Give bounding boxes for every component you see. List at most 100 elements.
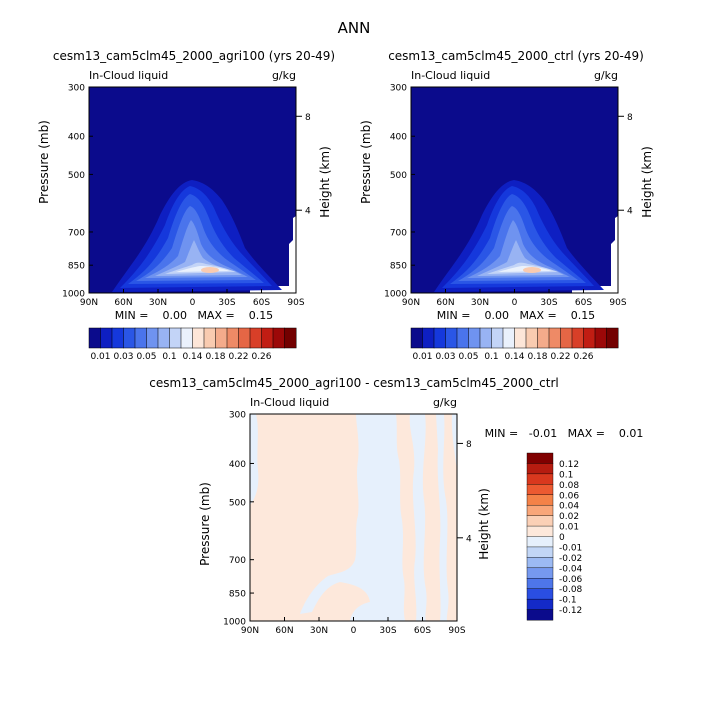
colorbar-label: 0.03 [113, 352, 133, 362]
colorbar-swatch [111, 327, 124, 349]
colorbar-diff-label: -0.02 [559, 554, 582, 564]
colorbar-swatch [583, 327, 596, 349]
panel-diff-neg-region-edge [451, 414, 457, 470]
panel-ctrl-field-max [523, 267, 541, 273]
figure-title: ANN [338, 19, 371, 37]
panel-ctrl-xtick-label: 90N [402, 298, 420, 308]
panel-ctrl-ytick-label: 700 [390, 228, 407, 238]
panel-diff-ytick-label: 300 [229, 411, 246, 421]
panel-agri-field-label: In-Cloud liquid [89, 69, 168, 82]
panel-diff-units: g/kg [433, 396, 457, 409]
colorbar-diff-swatch [526, 588, 554, 600]
panel-ctrl-stats: MIN = 0.00 MAX = 0.15 [437, 309, 595, 322]
panel-diff-xtick-label: 30S [379, 626, 396, 636]
panel-agri-ytick-label: 700 [68, 228, 85, 238]
colorbar-swatch [422, 327, 435, 349]
panel-ctrl-xtick-label: 0 [512, 298, 518, 308]
colorbar-swatch [123, 327, 136, 349]
panel-diff-neg-region-east [409, 414, 427, 621]
panel-diff-height-tick-label: 4 [466, 534, 472, 544]
colorbar-swatch [192, 327, 205, 349]
colorbar-diff-swatch [526, 567, 554, 579]
colorbar-label: 0.05 [136, 352, 156, 362]
panel-agri: cesm13_cam5clm45_2000_agri100 (yrs 20-49… [37, 49, 335, 322]
colorbar-swatch [88, 327, 101, 349]
colorbar-swatch [525, 327, 538, 349]
colorbar-diff-swatch [526, 515, 554, 527]
panel-agri-ytick-label: 1000 [62, 290, 85, 300]
panel-diff-xtick-label: 90N [241, 626, 259, 636]
colorbar-label: 0.14 [182, 352, 202, 362]
panel-diff-height-tick-label: 8 [466, 440, 472, 450]
colorbar-diff-label: 0.02 [559, 512, 579, 522]
panel-ctrl: cesm13_cam5clm45_2000_ctrl (yrs 20-49) I… [359, 49, 654, 322]
colorbar-swatch [479, 327, 492, 349]
colorbar-diff-label: -0.08 [559, 585, 583, 595]
colorbar-swatch [249, 327, 262, 349]
panel-diff: cesm13_cam5clm45_2000_agri100 - cesm13_c… [149, 376, 643, 636]
colorbar-swatch [491, 327, 504, 349]
colorbar-swatch [100, 327, 113, 349]
colorbar-label: 0.01 [412, 352, 432, 362]
panel-diff-ylabel: Pressure (mb) [198, 482, 212, 566]
colorbar-diff-swatch [526, 557, 554, 569]
panel-diff-title: cesm13_cam5clm45_2000_agri100 - cesm13_c… [149, 376, 558, 390]
colorbar-swatch [514, 327, 527, 349]
colorbar-label: 0.03 [435, 352, 455, 362]
colorbar-diff: 0.120.10.080.060.040.020.010-0.01-0.02-0… [526, 452, 583, 621]
panel-ctrl-field-label: In-Cloud liquid [411, 69, 490, 82]
panel-agri-field-max [201, 267, 219, 273]
panel-ctrl-xtick-label: 30N [471, 298, 489, 308]
panel-agri-xtick-label: 60N [114, 298, 132, 308]
panel-agri-ylabel-right: Height (km) [318, 146, 332, 217]
panel-ctrl-ytick-label: 500 [390, 171, 407, 181]
colorbar-swatch [169, 327, 182, 349]
colorbar-diff-label: 0.06 [559, 491, 579, 501]
panel-agri-ytick-label: 500 [68, 171, 85, 181]
colorbar-swatch [502, 327, 515, 349]
colorbar-label: 0.22 [228, 352, 248, 362]
panel-agri-ylabel: Pressure (mb) [37, 120, 51, 204]
panel-ctrl-units: g/kg [594, 69, 618, 82]
panel-diff-xtick-label: 90S [448, 626, 465, 636]
panel-diff-stats: MIN = -0.01 MAX = 0.01 [485, 427, 644, 440]
panel-ctrl-xtick-label: 90S [609, 298, 626, 308]
colorbar-diff-label: -0.12 [559, 606, 582, 616]
colorbar-diff-swatch [526, 525, 554, 537]
colorbar-swatch [445, 327, 458, 349]
colorbar-diff-swatch [526, 463, 554, 475]
colorbar-swatch [571, 327, 584, 349]
panel-agri-xtick-label: 30N [149, 298, 167, 308]
colorbar-label: 0.26 [251, 352, 271, 362]
colorbar-agri: 0.01 0.03 0.05 0.1 0.14 0.18 0.22 0.26 [88, 327, 297, 362]
colorbar-swatch [594, 327, 607, 349]
colorbar-diff-swatch [526, 473, 554, 485]
panel-agri-stats: MIN = 0.00 MAX = 0.15 [115, 309, 273, 322]
colorbar-diff-label: 0.08 [559, 481, 579, 491]
panel-agri-height-tick-label: 4 [305, 207, 311, 217]
colorbar-label: 0.1 [484, 352, 498, 362]
colorbar-diff-label: 0.12 [559, 460, 579, 470]
colorbar-swatch [548, 327, 561, 349]
panel-ctrl-height-tick-label: 8 [627, 113, 633, 123]
panel-ctrl-height-tick-label: 4 [627, 207, 633, 217]
colorbar-swatch [468, 327, 481, 349]
panel-diff-xtick-label: 30N [310, 626, 328, 636]
panel-diff-field-label: In-Cloud liquid [250, 396, 329, 409]
colorbar-swatch [261, 327, 274, 349]
panel-diff-ytick-label: 1000 [223, 618, 246, 628]
colorbar-swatch [238, 327, 251, 349]
colorbar-swatch [146, 327, 159, 349]
colorbar-diff-label: -0.1 [559, 596, 577, 606]
panel-ctrl-ytick-label: 1000 [384, 290, 407, 300]
panel-diff-plot [250, 414, 457, 621]
panel-agri-xtick-label: 0 [190, 298, 196, 308]
colorbar-diff-label: -0.04 [559, 564, 583, 574]
colorbar-diff-swatch [526, 494, 554, 506]
panel-ctrl-ylabel: Pressure (mb) [359, 120, 373, 204]
panel-ctrl-ylabel-right: Height (km) [640, 146, 654, 217]
panel-agri-ytick-label: 300 [68, 84, 85, 94]
colorbar-diff-label: 0 [559, 533, 565, 543]
colorbar-diff-swatch [526, 598, 554, 610]
